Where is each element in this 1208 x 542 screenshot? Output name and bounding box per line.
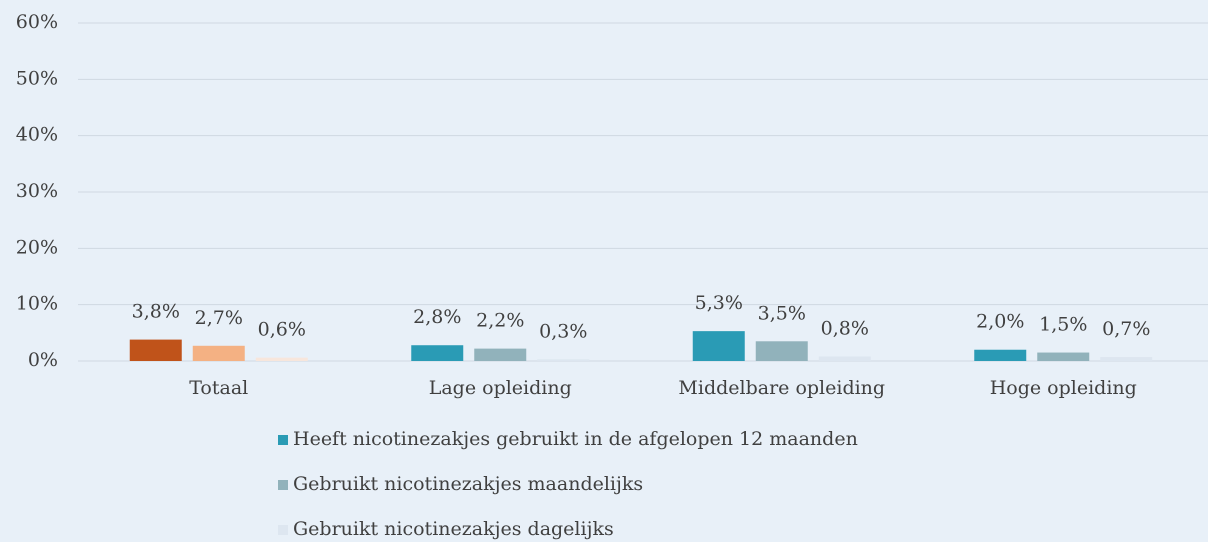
bar xyxy=(692,331,745,361)
value-label: 0,3% xyxy=(539,320,587,342)
value-label: 0,8% xyxy=(821,317,869,339)
value-label: 2,0% xyxy=(976,311,1024,333)
legend-marker xyxy=(278,480,288,490)
bar xyxy=(411,345,464,361)
y-tick-label: 10% xyxy=(16,293,58,315)
value-label: 2,2% xyxy=(476,310,524,332)
legend-label: Heeft nicotinezakjes gebruikt in de afge… xyxy=(293,428,858,450)
value-label: 5,3% xyxy=(695,292,743,314)
y-tick-label: 30% xyxy=(16,180,58,202)
y-tick-label: 0% xyxy=(28,349,58,371)
bar xyxy=(537,359,590,361)
bar xyxy=(474,348,527,361)
bar xyxy=(818,356,871,361)
value-label: 0,7% xyxy=(1102,318,1150,340)
value-label: 3,8% xyxy=(132,301,180,323)
value-label: 0,6% xyxy=(258,319,306,341)
legend-marker xyxy=(278,525,288,535)
x-tick-label: Lage opleiding xyxy=(429,377,572,399)
value-label: 2,7% xyxy=(195,307,243,329)
bar xyxy=(129,339,182,361)
bar xyxy=(192,345,245,361)
y-tick-label: 20% xyxy=(16,236,58,258)
bar xyxy=(755,341,808,361)
value-label: 2,8% xyxy=(413,306,461,328)
value-label: 3,5% xyxy=(758,302,806,324)
bar xyxy=(1100,357,1153,361)
x-tick-label: Hoge opleiding xyxy=(990,377,1137,399)
value-label: 1,5% xyxy=(1039,314,1087,336)
legend-marker xyxy=(278,435,288,445)
y-tick-label: 50% xyxy=(16,67,58,89)
x-tick-label: Middelbare opleiding xyxy=(678,377,885,399)
bar xyxy=(1037,352,1090,361)
legend-label: Gebruikt nicotinezakjes dagelijks xyxy=(293,518,614,540)
bar xyxy=(255,357,308,361)
bar xyxy=(974,349,1027,361)
legend-label: Gebruikt nicotinezakjes maandelijks xyxy=(293,473,643,495)
y-tick-label: 60% xyxy=(16,11,58,33)
x-tick-label: Totaal xyxy=(189,377,248,399)
y-tick-label: 40% xyxy=(16,124,58,146)
